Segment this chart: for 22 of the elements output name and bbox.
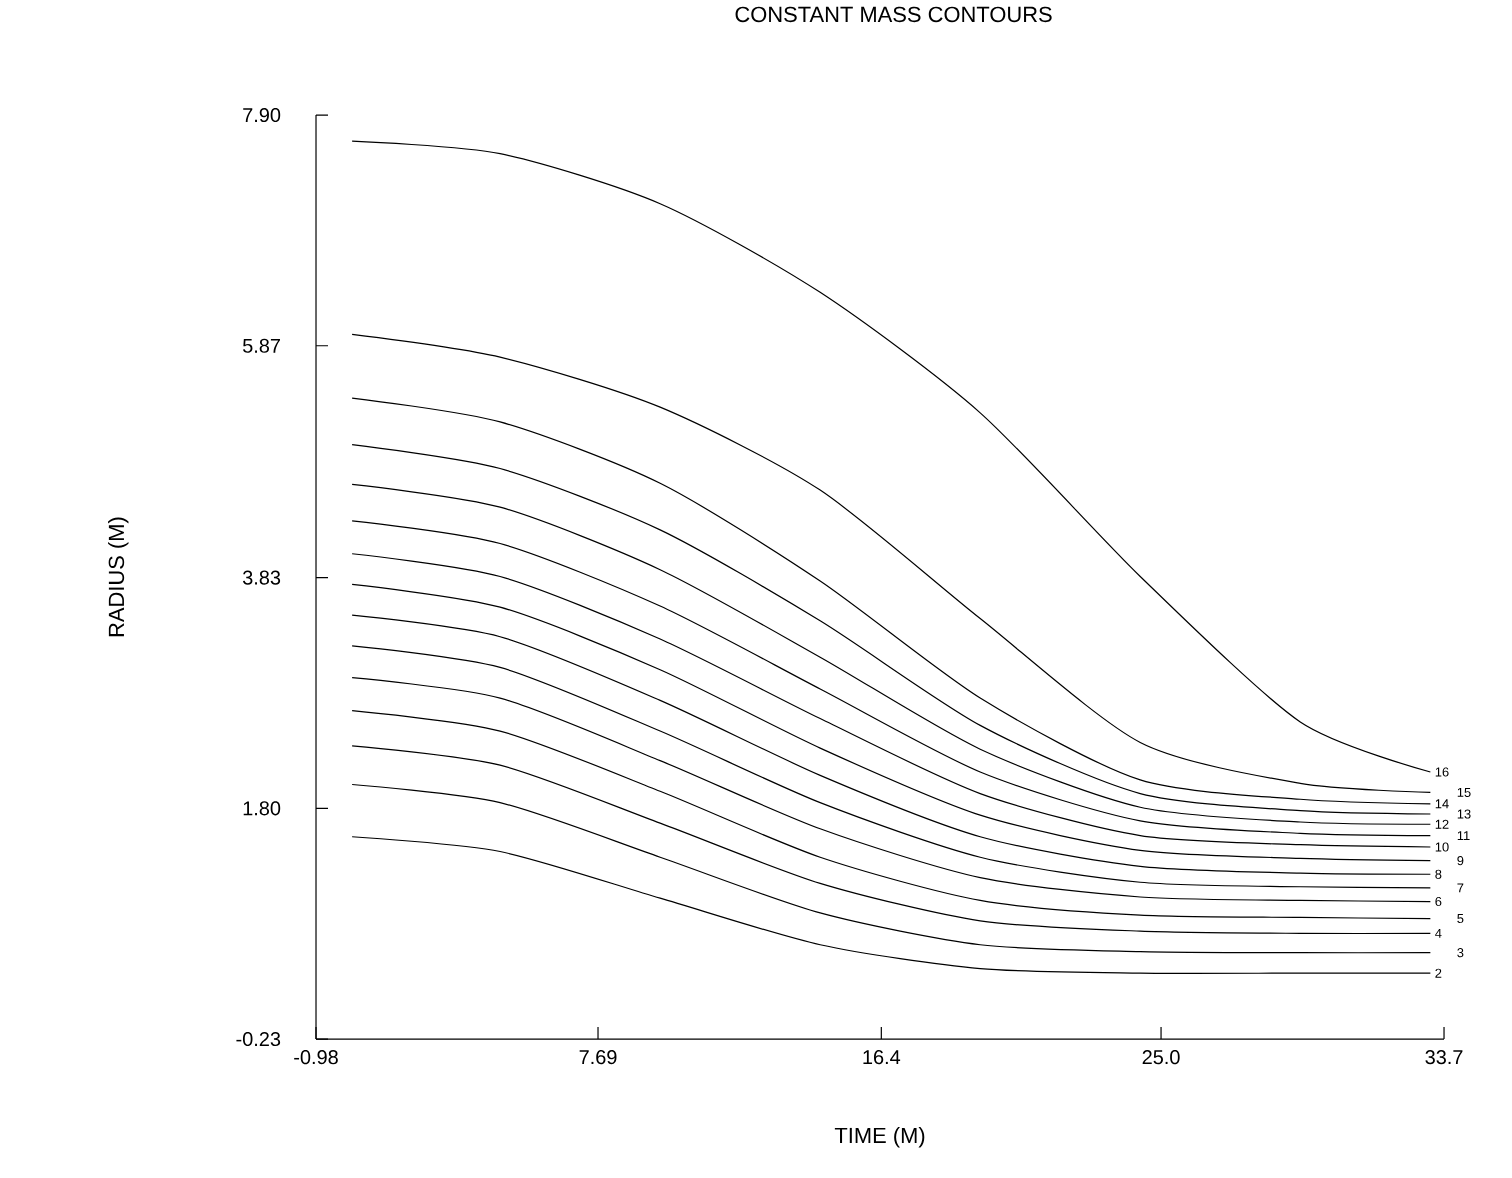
- line-series: [351, 141, 1431, 774]
- y-tick-label: 5.87: [243, 339, 280, 354]
- x-tick-label: 7.69: [579, 1050, 617, 1065]
- line-series: [351, 334, 1431, 794]
- line-series: [351, 710, 1431, 920]
- x-tick-label: 25.0: [1142, 1050, 1180, 1065]
- y-tick-label: -0.23: [236, 1032, 281, 1047]
- line-series: [351, 645, 1431, 889]
- y-tick-label: 7.90: [243, 108, 281, 123]
- line-series: [351, 677, 1431, 903]
- line-series: [351, 784, 1431, 954]
- line-series: [351, 745, 1431, 935]
- y-tick-label: 3.83: [242, 571, 281, 586]
- x-axis-title: TIME (M): [834, 1127, 925, 1148]
- chart-title: CONSTANT MASS CONTOURS: [735, 7, 1052, 23]
- y-axis-title: RADIUS (M): [108, 518, 129, 637]
- x-tick-label: -0.98: [294, 1050, 338, 1065]
- x-tick-label: 16.4: [863, 1050, 901, 1065]
- x-tick-label: 33.7: [1425, 1050, 1463, 1065]
- y-tick-label: 1.80: [243, 801, 281, 816]
- line-series: [351, 836, 1431, 975]
- line-series: [351, 615, 1431, 876]
